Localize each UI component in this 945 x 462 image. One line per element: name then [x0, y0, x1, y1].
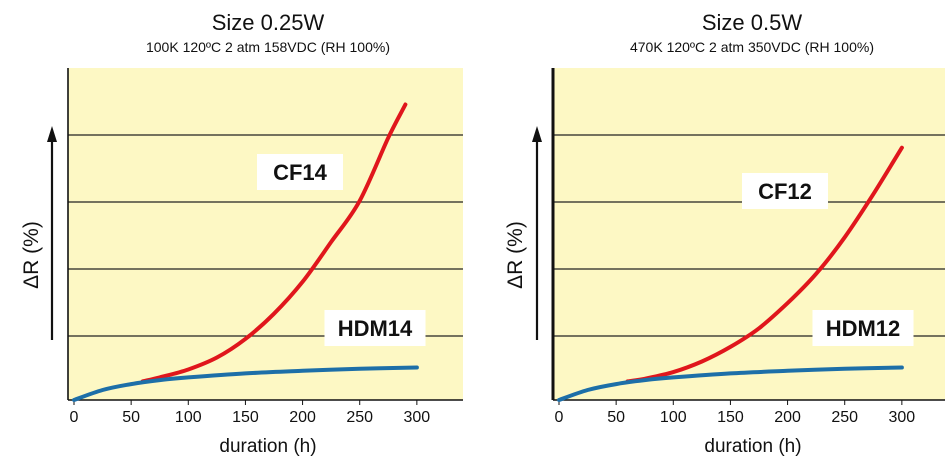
x-tick-label: 50	[122, 409, 140, 426]
y-axis-label: ΔR (%)	[20, 221, 43, 289]
x-tick-label: 150	[717, 409, 744, 426]
x-tick-label: 250	[346, 409, 373, 426]
x-tick-label: 300	[404, 409, 431, 426]
chart-panel-2: Size 0.5W 470K 120ºC 2 atm 350VDC (RH 100…	[504, 10, 945, 457]
x-tick-label: 200	[289, 409, 316, 426]
series-line-cf12	[625, 145, 904, 384]
x-axis-label: duration (h)	[219, 436, 316, 457]
series-label-hdm14: HDM14	[338, 316, 413, 341]
chart-subtitle: 470K 120ºC 2 atm 350VDC (RH 100%)	[630, 39, 874, 55]
chart-panel-1: Size 0.25W 100K 120ºC 2 atm 158VDC (RH 10…	[20, 10, 463, 457]
x-tick-label: 250	[831, 409, 858, 426]
x-axis-label: duration (h)	[704, 436, 801, 457]
chart-subtitle: 100K 120ºC 2 atm 158VDC (RH 100%)	[146, 39, 390, 55]
y-axis-arrow-head	[532, 126, 542, 142]
series-label-box	[812, 310, 914, 346]
series-label-box	[257, 154, 343, 190]
plot-background	[553, 68, 945, 400]
series-label-cf12: CF12	[758, 179, 812, 204]
series-label-hdm12: HDM12	[826, 316, 901, 341]
charts-root: Size 0.25W 100K 120ºC 2 atm 158VDC (RH 10…	[20, 10, 945, 457]
x-tick-label: 150	[232, 409, 259, 426]
x-tick-label: 0	[555, 409, 564, 426]
x-tick-label: 100	[660, 409, 687, 426]
y-axis-arrow-head	[47, 126, 57, 142]
series-line-hdm12	[557, 365, 904, 402]
x-tick-label: 300	[889, 409, 916, 426]
series-label-box	[324, 310, 426, 346]
x-tick-label: 0	[70, 409, 79, 426]
x-tick-label: 100	[175, 409, 202, 426]
plot-background	[68, 68, 463, 400]
x-tick-label: 200	[774, 409, 801, 426]
series-line-hdm14	[72, 365, 419, 402]
y-axis-label: ΔR (%)	[504, 221, 527, 289]
series-label-cf14: CF14	[273, 160, 328, 185]
chart-title: Size 0.5W	[702, 10, 802, 35]
x-tick-label: 50	[607, 409, 625, 426]
chart-title: Size 0.25W	[212, 10, 325, 35]
series-label-box	[742, 173, 828, 209]
series-line-cf14	[140, 102, 408, 384]
